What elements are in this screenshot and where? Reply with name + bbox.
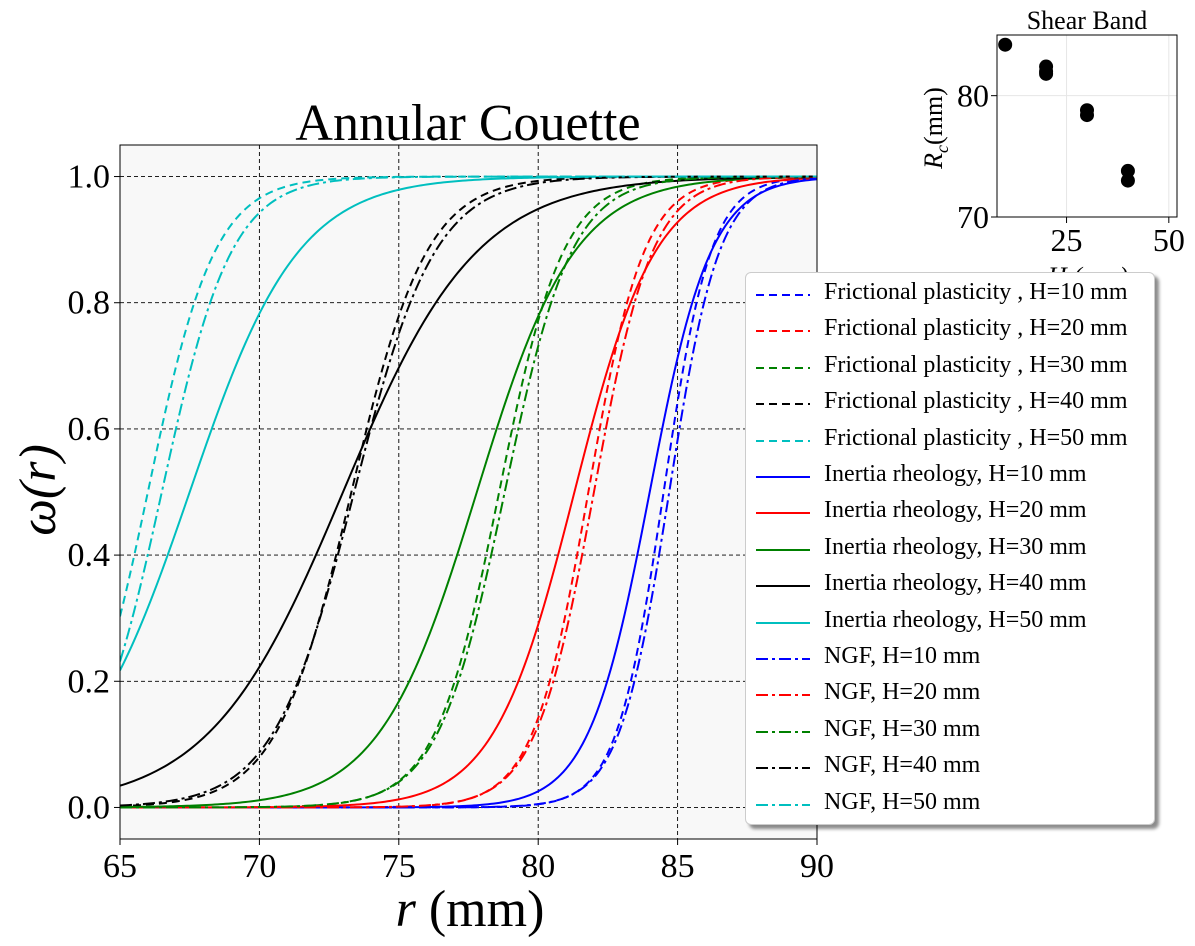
x-axis-label-unit: (mm) bbox=[416, 881, 545, 938]
inset-point bbox=[1080, 108, 1094, 123]
legend-swatch bbox=[756, 658, 810, 660]
legend-swatch bbox=[756, 366, 810, 369]
legend-item: Inertia rheology, H=40 mm bbox=[746, 568, 1156, 604]
x-axis-label-var: r bbox=[396, 881, 417, 938]
legend-label: Inertia rheology, H=10 mm bbox=[824, 461, 1087, 487]
series-line-8 bbox=[120, 176, 817, 809]
legend-swatch bbox=[756, 439, 810, 442]
legend-item: Frictional plasticity , H=50 mm bbox=[746, 423, 1156, 459]
main-x-ticks: 65 70 75 80 85 90 bbox=[103, 839, 834, 885]
legend-swatch bbox=[756, 730, 810, 733]
legend-label: Frictional plasticity , H=40 mm bbox=[824, 388, 1128, 415]
main-y-tick-label: 0.6 bbox=[68, 411, 111, 448]
legend-item: Frictional plasticity , H=20 mm bbox=[746, 313, 1156, 349]
legend-label: Frictional plasticity , H=20 mm bbox=[824, 315, 1128, 342]
legend-swatch bbox=[756, 694, 810, 697]
legend-label: NGF, H=10 mm bbox=[824, 643, 981, 669]
legend-swatch bbox=[756, 330, 810, 333]
inset-title: Shear Band bbox=[1027, 6, 1148, 35]
legend-label: NGF, H=20 mm bbox=[824, 679, 981, 706]
series-line-9 bbox=[120, 176, 817, 787]
inset-y-ticks: 70 80 bbox=[957, 78, 997, 235]
main-y-tick-label: 0.8 bbox=[68, 285, 111, 322]
legend-label: Frictional plasticity , H=30 mm bbox=[824, 351, 1128, 378]
legend-item: Inertia rheology, H=20 mm bbox=[746, 495, 1156, 531]
legend-swatch bbox=[756, 294, 810, 296]
main-x-tick-label: 85 bbox=[661, 848, 695, 885]
inset-y-tick-label: 70 bbox=[957, 199, 989, 235]
series-line-2 bbox=[120, 175, 817, 809]
legend-label: NGF, H=50 mm bbox=[824, 788, 981, 815]
chart-title: Annular Couette bbox=[295, 95, 640, 152]
series-line-13 bbox=[120, 175, 817, 809]
legend-swatch bbox=[756, 512, 810, 515]
legend-label: Frictional plasticity , H=10 mm bbox=[824, 279, 1128, 305]
legend-label: Inertia rheology, H=30 mm bbox=[824, 533, 1087, 560]
legend-swatch bbox=[756, 621, 810, 624]
legend-item: Inertia rheology, H=50 mm bbox=[746, 605, 1156, 641]
inset-point bbox=[1039, 66, 1054, 81]
inset-point bbox=[1120, 173, 1135, 188]
legend-swatch bbox=[756, 803, 810, 806]
main-y-tick-label: 0.0 bbox=[68, 789, 111, 826]
legend-label: Inertia rheology, H=50 mm bbox=[824, 606, 1087, 633]
inset-points-group bbox=[998, 37, 1135, 188]
main-x-tick-label: 80 bbox=[521, 848, 555, 885]
legend-item: NGF, H=10 mm bbox=[746, 641, 1156, 677]
legend-swatch bbox=[756, 585, 810, 588]
legend-item: NGF, H=50 mm bbox=[746, 787, 1156, 823]
inset-y-axis-label: Rc(mm) bbox=[919, 87, 952, 170]
inset-x-ticks: 25 50 bbox=[1051, 217, 1185, 258]
main-y-tick-label: 0.2 bbox=[68, 663, 111, 700]
main-y-tick-label: 1.0 bbox=[68, 159, 111, 196]
legend-item: Frictional plasticity , H=30 mm bbox=[746, 350, 1156, 386]
legend-item: Inertia rheology, H=30 mm bbox=[746, 532, 1156, 568]
main-series-group bbox=[120, 175, 817, 809]
legend-item: NGF, H=20 mm bbox=[746, 677, 1156, 713]
legend-swatch bbox=[756, 548, 810, 551]
legend-label: Frictional plasticity , H=50 mm bbox=[824, 424, 1128, 451]
main-x-tick-label: 70 bbox=[242, 848, 276, 885]
y-axis-label: ω(r) bbox=[10, 444, 67, 536]
inset-point bbox=[998, 37, 1013, 52]
legend-swatch bbox=[756, 767, 810, 770]
x-axis-label: r (mm) bbox=[396, 881, 545, 938]
inset-x-tick-label: 50 bbox=[1153, 222, 1185, 258]
legend-swatch bbox=[756, 403, 810, 406]
inset-point bbox=[1120, 163, 1135, 178]
main-chart: 65 70 75 80 85 90 0.0 0.2 0.4 0.6 0.8 1.0 Annular … bbox=[10, 95, 834, 938]
main-y-ticks: 0.0 0.2 0.4 0.6 0.8 1.0 bbox=[68, 159, 120, 826]
legend-label: Inertia rheology, H=20 mm bbox=[824, 497, 1087, 524]
inset-plot-frame bbox=[996, 34, 1178, 218]
legend-label: NGF, H=40 mm bbox=[824, 752, 981, 779]
legend-label: Inertia rheology, H=40 mm bbox=[824, 570, 1087, 597]
chart-legend: Frictional plasticity , H=10 mm Frictiona… bbox=[745, 272, 1155, 825]
inset-x-tick-label: 25 bbox=[1051, 222, 1083, 258]
legend-item: Frictional plasticity , H=10 mm bbox=[746, 277, 1156, 313]
legend-item: NGF, H=40 mm bbox=[746, 750, 1156, 786]
inset-plot-area bbox=[997, 35, 1177, 217]
main-x-tick-label: 90 bbox=[800, 848, 834, 885]
legend-item: Frictional plasticity , H=40 mm bbox=[746, 386, 1156, 422]
inset-y-tick-label: 80 bbox=[957, 78, 989, 114]
series-line-14 bbox=[120, 175, 817, 807]
series-line-15 bbox=[120, 175, 817, 662]
legend-label: NGF, H=30 mm bbox=[824, 715, 981, 742]
main-x-tick-label: 75 bbox=[382, 848, 416, 885]
series-line-5 bbox=[120, 175, 817, 617]
legend-swatch bbox=[756, 476, 810, 478]
legend-item: NGF, H=30 mm bbox=[746, 714, 1156, 750]
main-x-tick-label: 65 bbox=[103, 848, 137, 885]
main-y-tick-label: 0.4 bbox=[68, 537, 111, 574]
legend-item: Inertia rheology, H=10 mm bbox=[746, 459, 1156, 495]
